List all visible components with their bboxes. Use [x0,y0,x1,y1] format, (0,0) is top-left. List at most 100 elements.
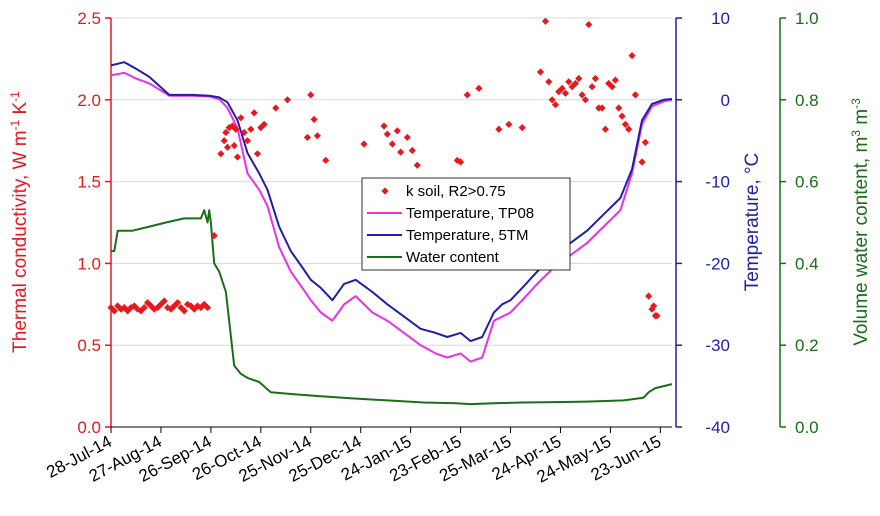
k-soil-point [193,302,202,310]
k-soil-point [505,120,513,128]
k-soil-point [565,78,573,86]
k-soil-point [230,142,238,150]
k-soil-point [585,20,593,29]
legend-marker [381,187,389,195]
legend-label: Temperature, 5TM [406,227,529,244]
water-axis-tick-label: 0.6 [795,173,819,192]
k-soil-point [561,89,570,97]
k-soil-point [272,104,280,112]
k-soil-point [575,74,583,83]
k-soil-point [240,128,248,137]
k-soil-point [197,303,205,312]
k-soil-point [163,303,172,312]
k-soil-point [625,125,633,133]
k-soil-point [408,146,416,155]
title-text: K [10,101,31,119]
k-soil-point [548,96,556,104]
k-soil-point [638,158,646,166]
legend-entry: k soil, R2>0.75 [381,183,506,200]
k-soil-point [631,91,639,99]
title-superscript: -1 [8,119,22,130]
legend: k soil, R2>0.75 Temperature, TP08 Temperat… [361,177,571,271]
title-superscript: -3 [849,98,863,109]
legend-label: Temperature, TP08 [406,205,534,222]
k-soil-point [598,104,606,112]
k-soil-point [140,303,148,312]
k-soil-point [243,137,252,145]
title-text: m [851,109,872,130]
k-soil-point [536,68,545,76]
k-soil-point [237,114,245,122]
left-axis-tick-label: 2.5 [77,9,101,28]
legend-box [361,177,571,271]
temp-axis-tick-label: 0 [721,91,730,110]
title-superscript: 3 [849,130,863,137]
title-superscript: -1 [8,91,22,102]
k-soil-point [173,299,182,307]
k-soil-point [360,140,368,148]
k-soil-point [310,115,318,124]
k-soil-point [322,156,330,164]
k-soil-point [223,143,232,151]
k-soil-point [615,104,623,112]
water-axis-tick-label: 0.8 [795,91,819,110]
y-water-title: Volume water content, m3 m-3 [849,98,872,346]
k-soil-point [475,84,483,92]
k-soil-point [217,150,225,158]
water-axis-tick-label: 0.0 [795,418,819,437]
k-soil-point [203,303,212,312]
k-soil-point [222,128,230,137]
k-soil-point [383,130,391,138]
series [107,17,673,406]
legend-label: Water content [406,249,500,266]
k-soil-point [177,303,185,312]
title-text: Volume water content, m [851,137,872,346]
axis-titles: Thermal conductivity, W m-1 K-1Temperatu… [8,91,872,353]
k-soil-point [154,303,162,312]
k-soil-point [518,124,526,132]
legend-label: k soil, R2>0.75 [406,183,506,200]
k-soil-point [618,112,626,120]
k-soil-point [581,96,590,104]
k-soil-point [260,120,268,128]
k-soil-point [413,161,421,169]
k-soil-point [130,302,138,310]
k-soil-point [608,83,616,91]
k-soil-point [611,76,620,84]
k-soil-point [545,78,553,86]
k-soil-point [250,109,258,117]
water-axis-tick-label: 1.0 [795,9,819,28]
k-soil-point [313,132,322,140]
k-soil-point [645,292,653,300]
k-soil-point [621,120,629,128]
k-soil-point [147,302,155,310]
series-line-water-content [111,209,673,406]
k-soil-point [303,133,312,142]
water-axis-tick-label: 0.2 [795,336,819,355]
k-soil-point [558,84,566,92]
k-soil-point [653,312,661,320]
legend-entry: Temperature, TP08 [367,205,534,222]
temp-axis-tick-label: -10 [705,173,730,192]
k-soil-point [393,127,401,135]
k-soil-point [253,150,262,158]
temp-axis-tick-label: 10 [711,9,730,28]
k-soil-point [388,140,396,148]
k-soil-point [127,303,135,312]
left-axis-tick-label: 2.0 [77,91,101,110]
k-soil-point [628,52,636,60]
k-soil-point [456,158,465,166]
k-soil-point [233,153,242,161]
k-soil-point [283,96,292,104]
k-soil-point [120,303,128,312]
left-axis-tick-label: 0.5 [77,336,101,355]
k-soil-point [107,303,115,312]
title-text: Thermal conductivity, W m [10,130,31,352]
left-axis-tick-label: 0.0 [77,418,101,437]
k-soil-point [397,148,405,156]
legend-entry: Temperature, 5TM [367,227,529,244]
k-soil-point [495,125,503,133]
k-soil-point [210,231,218,240]
k-soil-point [650,302,658,310]
